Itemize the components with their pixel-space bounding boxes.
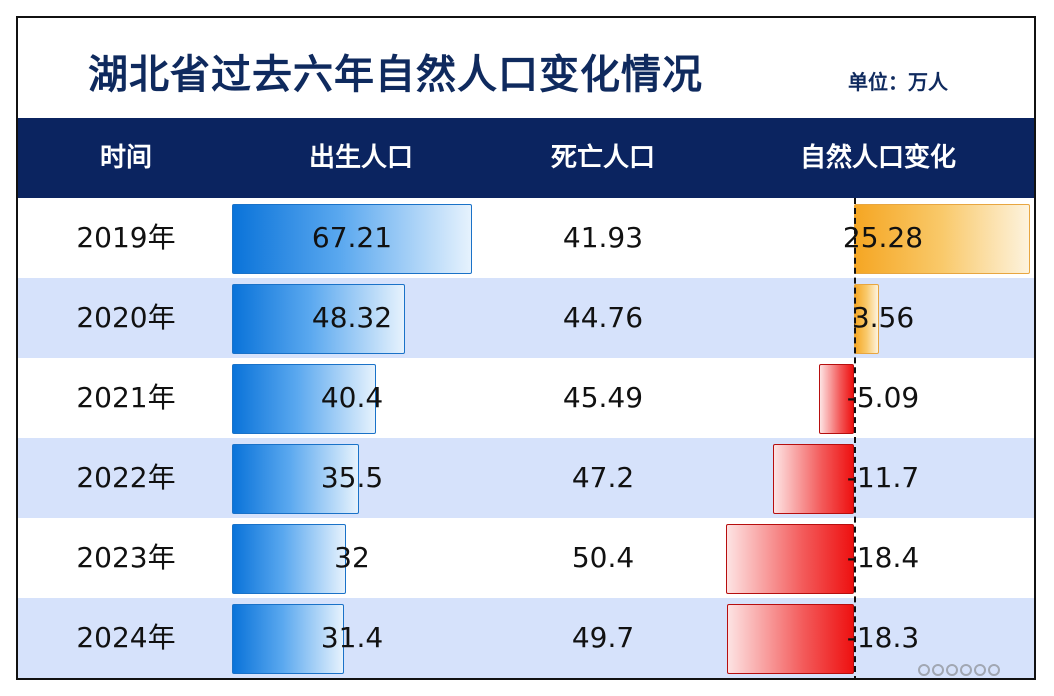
header-natural-change: 自然人口变化 — [799, 143, 956, 173]
year-label: 2023年 — [76, 541, 176, 574]
natural-change-value: -18.4 — [846, 541, 920, 574]
chart-title: 湖北省过去六年自然人口变化情况 — [88, 52, 703, 98]
birth-bar — [232, 204, 472, 274]
death-value: 44.76 — [562, 301, 644, 334]
table-row: 2021年 40.4 45.49 -5.09 — [18, 358, 1034, 438]
birth-value: 40.4 — [320, 381, 384, 414]
table-row: 2024年 31.4 49.7 -18.3 — [18, 598, 1034, 678]
table-row: 2020年 48.32 44.76 3.56 — [18, 278, 1034, 358]
header-deaths: 死亡人口 — [550, 143, 655, 173]
birth-value: 67.21 — [311, 221, 393, 254]
birth-bar — [232, 444, 359, 514]
table-row: 2023年 32 50.4 -18.4 — [18, 518, 1034, 598]
natural-change-bar — [772, 444, 854, 514]
death-value: 47.2 — [571, 461, 635, 494]
birth-bar — [232, 284, 405, 354]
year-label: 2019年 — [76, 221, 176, 254]
zero-line — [854, 198, 856, 678]
natural-change-value: -18.3 — [846, 621, 920, 654]
header-births: 出生人口 — [308, 143, 413, 173]
watermark-icon — [918, 660, 1034, 678]
death-value: 49.7 — [571, 621, 635, 654]
birth-bar — [232, 364, 377, 434]
death-value: 50.4 — [571, 541, 635, 574]
birth-value: 48.32 — [311, 301, 393, 334]
birth-value: 31.4 — [320, 621, 384, 654]
natural-change-bar — [725, 524, 854, 594]
birth-value: 32 — [334, 541, 370, 574]
birth-bar — [232, 604, 345, 674]
natural-change-value: -11.7 — [846, 461, 920, 494]
birth-value: 35.5 — [320, 461, 384, 494]
header-time: 时间 — [99, 143, 152, 173]
natural-change-value: -5.09 — [846, 381, 920, 414]
natural-change-bar — [818, 364, 854, 434]
table-frame: 湖北省过去六年自然人口变化情况 单位：万人 时间 出生人口 死亡人口 自然人口变… — [16, 16, 1036, 680]
table-row: 2019年 67.21 41.93 25.28 — [18, 198, 1034, 278]
unit-label: 单位：万人 — [848, 70, 948, 94]
death-value: 45.49 — [562, 381, 644, 414]
year-label: 2021年 — [76, 381, 176, 414]
natural-change-value: 3.56 — [851, 301, 915, 334]
year-label: 2024年 — [76, 621, 176, 654]
table-row: 2022年 35.5 47.2 -11.7 — [18, 438, 1034, 518]
natural-change-value: 25.28 — [842, 221, 924, 254]
natural-change-bar — [726, 604, 854, 674]
year-label: 2020年 — [76, 301, 176, 334]
death-value: 41.93 — [562, 221, 644, 254]
birth-bar — [232, 524, 347, 594]
table-header: 时间 出生人口 死亡人口 自然人口变化 — [18, 118, 1034, 198]
year-label: 2022年 — [76, 461, 176, 494]
